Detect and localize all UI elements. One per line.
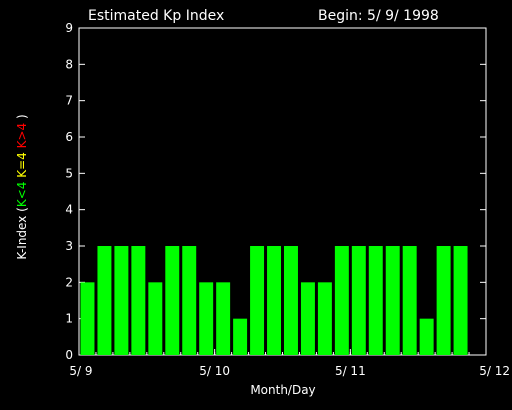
- kp-bar: [233, 318, 248, 355]
- kp-bar: [385, 246, 400, 355]
- kp-bar: [436, 246, 451, 355]
- kp-bar: [284, 246, 298, 355]
- y-tick-label: 2: [65, 275, 73, 289]
- kp-bar: [368, 246, 383, 355]
- kp-bar: [453, 246, 468, 355]
- x-tick-label: 5/ 12: [479, 364, 510, 378]
- y-tick-label: 0: [65, 348, 73, 362]
- y-axis-label-part: K<4: [15, 182, 29, 208]
- x-axis-label: Month/Day: [250, 383, 315, 397]
- kp-bar: [131, 246, 146, 355]
- kp-bar: [300, 282, 315, 355]
- y-axis-label-part: K=4: [15, 152, 29, 178]
- y-tick-label: 5: [65, 166, 73, 180]
- x-tick-label: 5/ 10: [199, 364, 230, 378]
- kp-bar: [317, 282, 332, 355]
- kp-bar: [182, 246, 197, 355]
- kp-bar: [216, 282, 231, 355]
- x-tick-label: 5/ 11: [335, 364, 366, 378]
- chart-title: Estimated Kp Index: [88, 8, 224, 24]
- kp-bar: [97, 246, 112, 355]
- y-tick-label: 9: [65, 21, 73, 35]
- kp-bar: [351, 246, 366, 355]
- begin-date-label: Begin: 5/ 9/ 1998: [318, 8, 439, 24]
- y-tick-label: 4: [65, 203, 73, 217]
- kp-bar: [250, 246, 265, 355]
- kp-bar: [267, 246, 281, 355]
- y-axis-label-part: ): [15, 114, 29, 123]
- kp-bar: [199, 282, 214, 355]
- y-tick-label: 7: [65, 94, 73, 108]
- kp-bar: [148, 282, 163, 355]
- x-tick-label: 5/ 9: [69, 364, 92, 378]
- y-tick-label: 3: [65, 239, 73, 253]
- kp-bar: [402, 246, 417, 355]
- kp-bar: [419, 318, 434, 355]
- y-axis-label: K-Index (K<4 K=4 K>4 ): [15, 114, 29, 259]
- y-axis-label-part: K>4: [15, 123, 29, 149]
- y-tick-label: 8: [65, 57, 73, 71]
- y-tick-label: 1: [65, 312, 73, 326]
- kp-bar: [334, 246, 349, 355]
- kp-bar: [114, 246, 129, 355]
- y-axis-label-part: K-Index (: [15, 207, 29, 259]
- y-tick-label: 6: [65, 130, 73, 144]
- kp-bar: [80, 282, 95, 355]
- plot-area: 0 1 2 3 4 5 6 7 8 9 5/ 9 5/ 10 5/ 11 5/ 12: [65, 21, 510, 378]
- kp-bar: [165, 246, 180, 355]
